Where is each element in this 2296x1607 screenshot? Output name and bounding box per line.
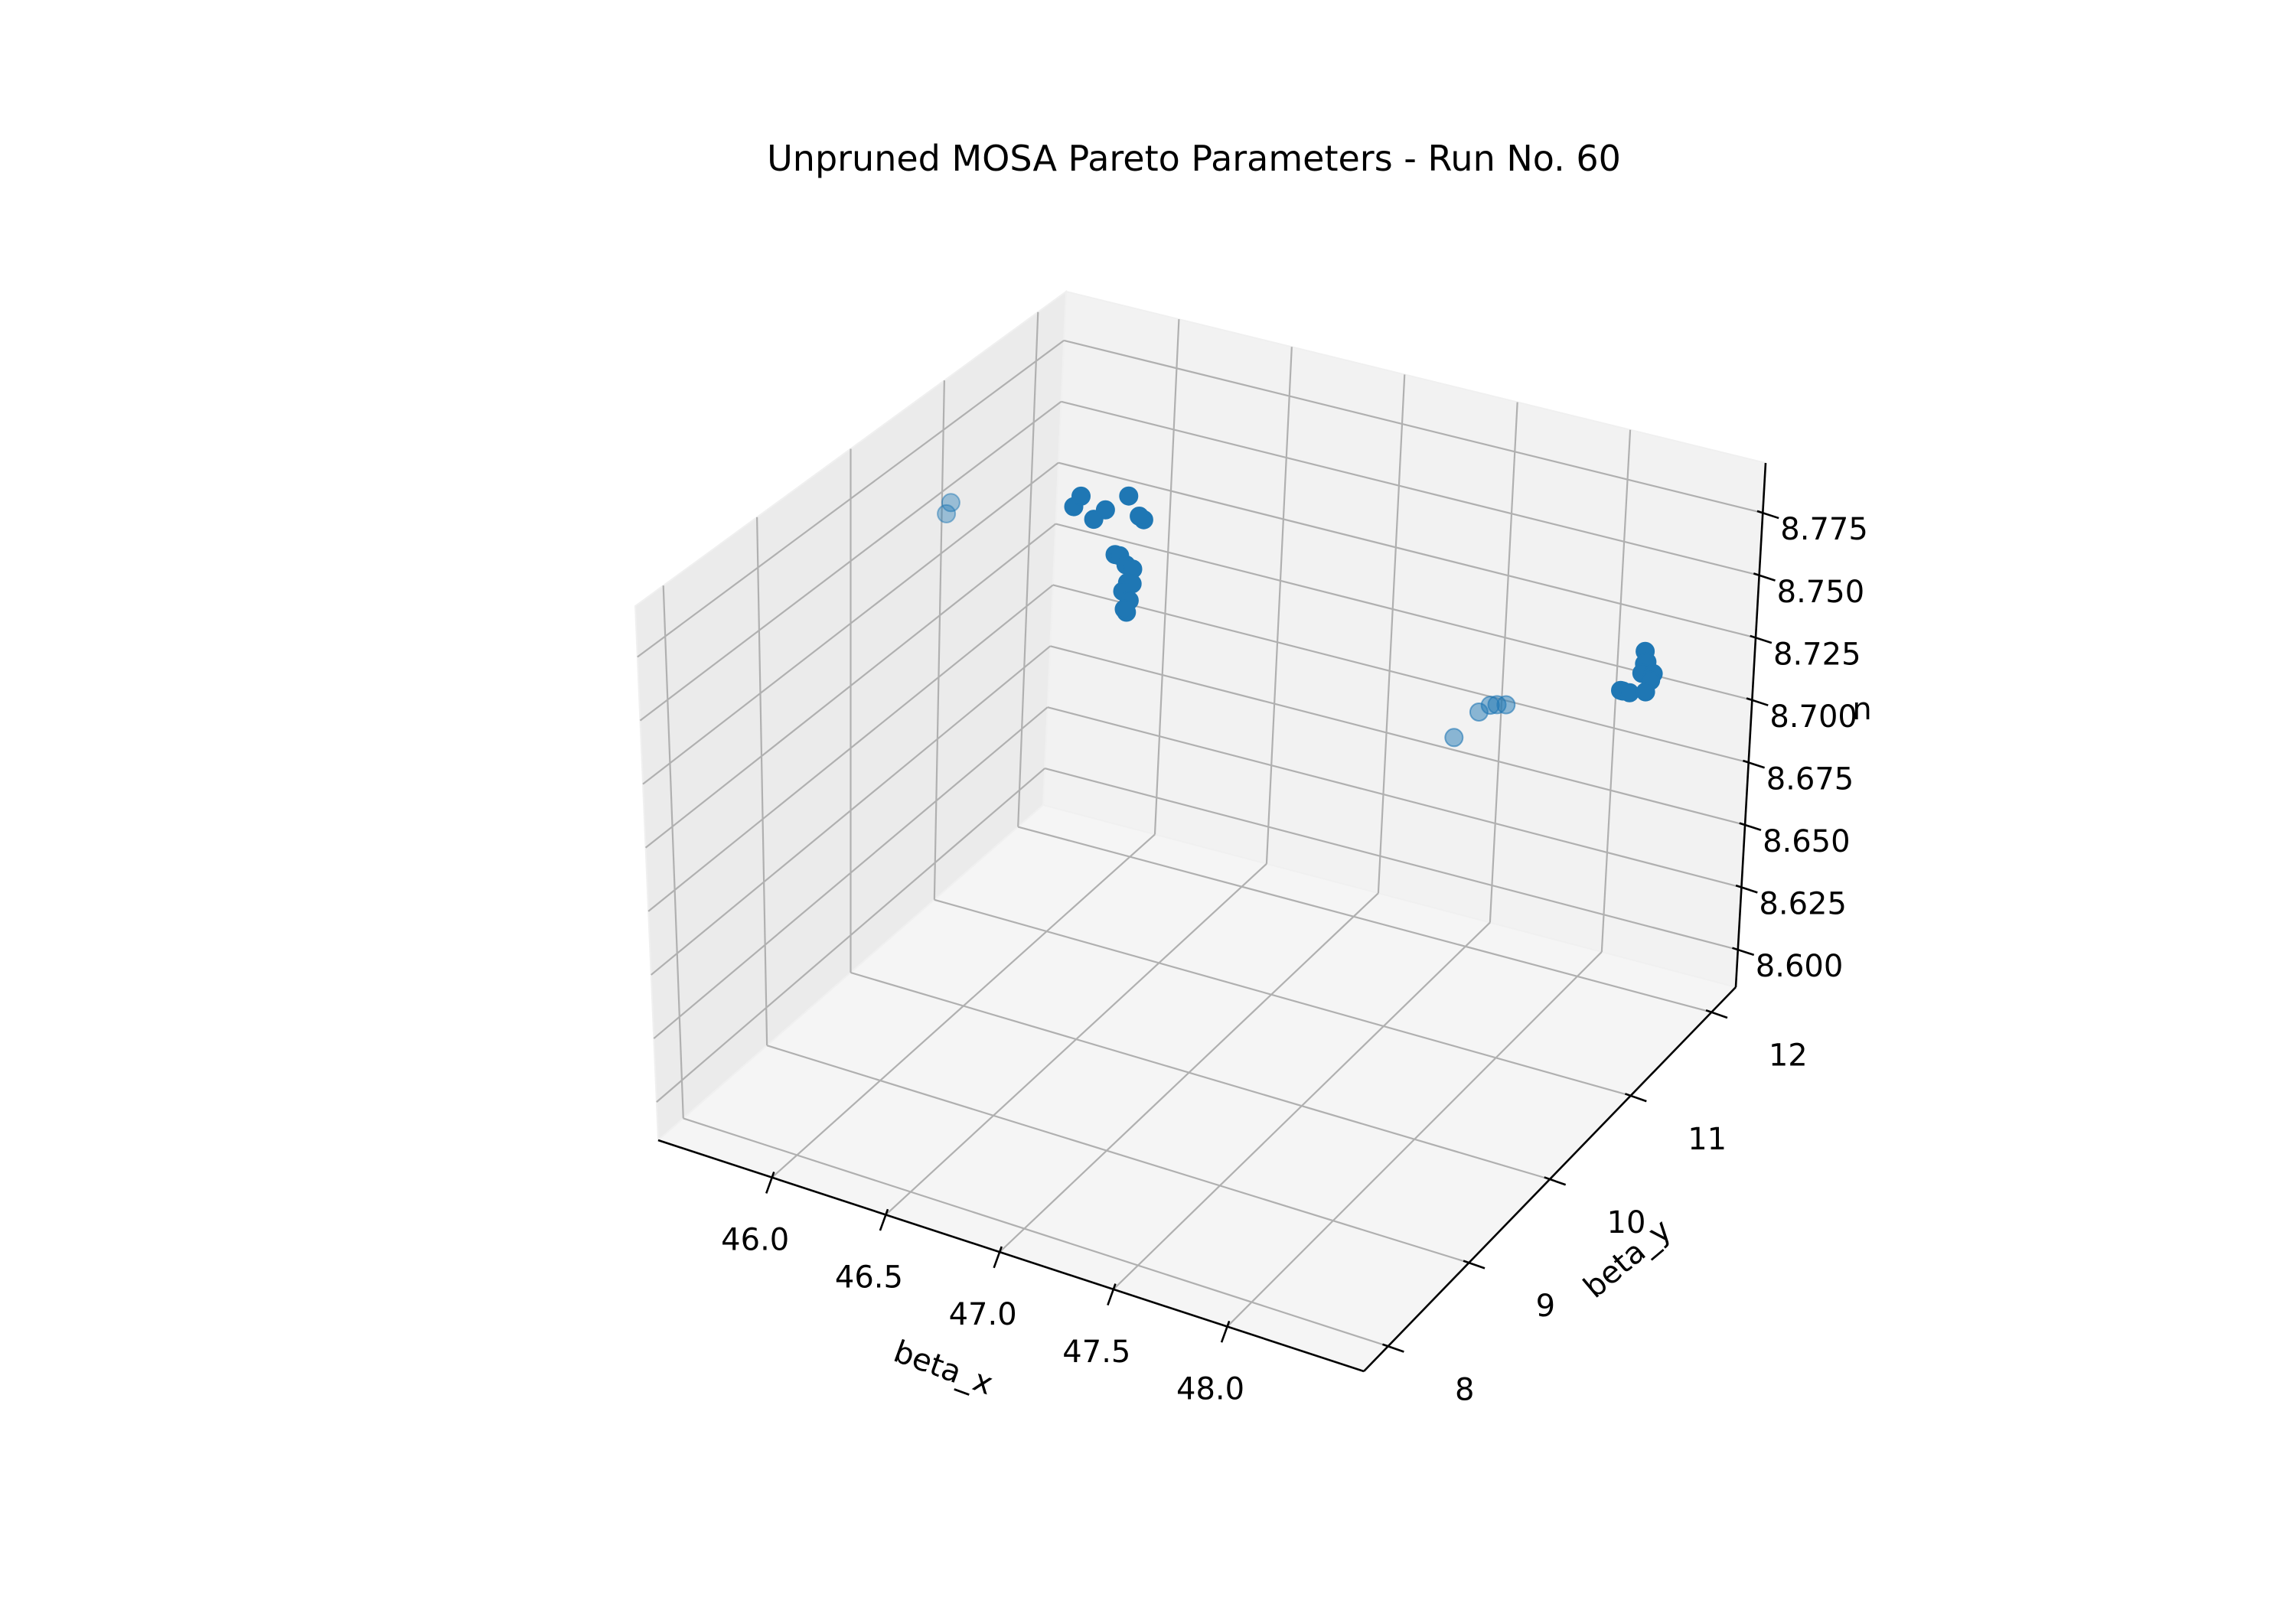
z-gridline-side xyxy=(651,645,1051,976)
data-point xyxy=(1130,507,1150,526)
y-gridline-floor xyxy=(683,1117,1389,1348)
y-gridline-side xyxy=(1017,311,1039,827)
y-gridline-side xyxy=(756,517,768,1046)
x-tick-mark xyxy=(993,1246,1003,1269)
y-gridline-floor xyxy=(934,898,1631,1097)
data-point xyxy=(1114,599,1134,619)
data-point xyxy=(1469,702,1489,722)
z-tick-label: 8.725 xyxy=(1773,637,1861,672)
z-tick-label: 8.700 xyxy=(1769,699,1857,735)
y-tick-label: 12 xyxy=(1769,1038,1808,1074)
z-tick-label: 8.600 xyxy=(1756,949,1844,984)
data-point xyxy=(1496,695,1516,715)
grid-lines xyxy=(637,311,1763,1348)
z-gridline-side xyxy=(642,461,1059,785)
z-gridline-side xyxy=(647,584,1054,912)
x-tick-label: 46.5 xyxy=(835,1260,903,1295)
data-point xyxy=(941,493,960,513)
z-gridline-side xyxy=(653,706,1049,1039)
z-gridline-side xyxy=(637,340,1065,658)
z-gridline-side xyxy=(644,523,1057,849)
y-gridline-floor xyxy=(850,971,1551,1181)
y-gridline-floor xyxy=(1017,826,1712,1013)
x-axis-label: beta_x xyxy=(889,1334,998,1402)
z-tick-label: 8.650 xyxy=(1763,824,1851,859)
x-tick-label: 48.0 xyxy=(1176,1372,1244,1407)
y-tick-mark xyxy=(1705,1009,1728,1019)
z-tick-mark xyxy=(1746,697,1769,706)
data-points xyxy=(937,486,1663,748)
z-gridline-back xyxy=(1058,461,1756,639)
y-tick-mark xyxy=(1463,1260,1486,1270)
x-tick-mark xyxy=(1220,1320,1231,1343)
y-tick-label: 11 xyxy=(1688,1122,1727,1157)
x-tick-mark xyxy=(1107,1283,1117,1305)
z-tick-mark xyxy=(1732,947,1755,957)
data-point xyxy=(1095,500,1115,520)
data-point xyxy=(1619,683,1639,702)
x-tick-label: 46.0 xyxy=(721,1223,789,1258)
y-tick-label: 10 xyxy=(1607,1205,1646,1240)
y-gridline-side xyxy=(933,380,945,900)
z-tick-label: 8.775 xyxy=(1780,512,1868,547)
data-point xyxy=(937,504,957,523)
y-gridline-side xyxy=(662,585,684,1119)
x-gridline-back xyxy=(1153,319,1180,835)
y-gridline-floor xyxy=(766,1045,1469,1264)
y-tick-mark xyxy=(1544,1176,1567,1186)
z-gridline-back xyxy=(1061,400,1760,576)
y-tick-mark xyxy=(1382,1343,1404,1353)
z-tick-label: 8.625 xyxy=(1759,887,1847,922)
x-axis-line xyxy=(657,1139,1365,1373)
z-tick-label: 8.675 xyxy=(1766,761,1854,797)
axes-panes xyxy=(634,289,1767,1373)
z-tick-mark xyxy=(1750,634,1773,644)
z-tick-mark xyxy=(1742,759,1766,769)
y-tick-label: 9 xyxy=(1536,1289,1555,1324)
data-point xyxy=(1119,486,1139,506)
z-tick-mark xyxy=(1739,822,1762,832)
z-tick-mark xyxy=(1735,884,1758,894)
data-point xyxy=(1636,682,1655,702)
data-point xyxy=(1444,728,1464,748)
x-gridline-back xyxy=(1489,402,1518,923)
z-gridline-back xyxy=(1052,584,1749,764)
axis-lines xyxy=(657,462,1779,1373)
x-tick-mark xyxy=(879,1208,889,1231)
z-gridline-back xyxy=(1050,645,1746,826)
z-tick-mark xyxy=(1756,510,1779,520)
z-tick-mark xyxy=(1753,572,1776,582)
x-gridline-back xyxy=(1265,347,1293,864)
y-tick-label: 8 xyxy=(1455,1372,1474,1407)
tick-labels: 46.0 46.5 47.0 47.5 48.0 8 9 10 11 12 8.600 8.625 8.… xyxy=(721,512,1868,1407)
z-tick-label: 8.750 xyxy=(1777,575,1865,610)
z-gridline-back xyxy=(1044,768,1739,951)
chart-title: Unpruned MOSA Pareto Parameters - Run No… xyxy=(767,138,1621,179)
data-point xyxy=(1071,486,1091,506)
x-tick-label: 47.5 xyxy=(1062,1335,1130,1370)
y-tick-mark xyxy=(1624,1093,1647,1103)
z-gridline-side xyxy=(656,768,1045,1103)
z-axis-line xyxy=(1734,462,1767,988)
z-axis-label: n xyxy=(1852,692,1871,727)
x-tick-label: 47.0 xyxy=(949,1297,1017,1332)
z-gridline-back xyxy=(1063,339,1763,514)
z-gridline-back xyxy=(1047,706,1742,888)
x-tick-mark xyxy=(765,1172,775,1194)
z-gridline-side xyxy=(639,400,1062,722)
x-gridline-back xyxy=(1377,374,1406,894)
